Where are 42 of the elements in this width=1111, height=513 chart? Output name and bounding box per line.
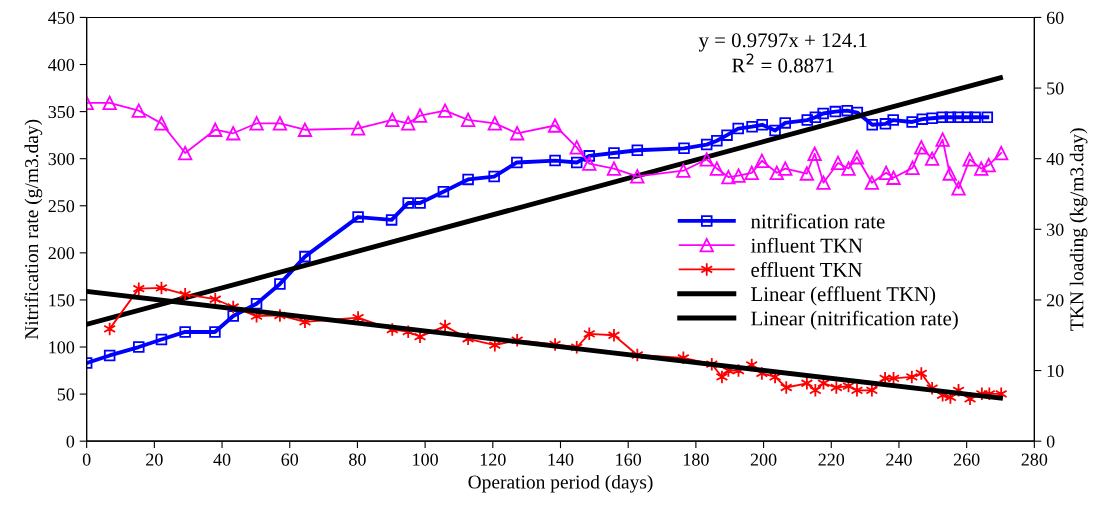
y2-tick-label: 20 xyxy=(1046,294,1064,307)
x-tick-label: 120 xyxy=(480,453,506,466)
y-tick-label: 350 xyxy=(48,105,75,119)
x-tick-label: 40 xyxy=(213,453,231,466)
x-tick-label: 140 xyxy=(548,453,574,466)
x-tick-label: 280 xyxy=(1021,453,1048,466)
legend-label: Linear (effluent TKN) xyxy=(751,286,936,306)
x-tick-label: 20 xyxy=(146,453,163,466)
y-tick-label: 50 xyxy=(57,388,75,401)
legend-label: Linear (nitrification rate) xyxy=(751,310,958,330)
x-tick-label: 200 xyxy=(750,453,777,466)
annotation: y = 0.9797x + 124.1 xyxy=(698,33,867,52)
y-tick-label: 150 xyxy=(49,294,75,307)
x-tick-label: 240 xyxy=(886,453,912,466)
legend-label: influent TKN xyxy=(750,237,863,253)
legend-label: effluent TKN xyxy=(751,262,863,277)
x-tick-label: 100 xyxy=(413,453,438,466)
y2-axis-title: TKN loading (kg/m3.day) xyxy=(1069,128,1088,331)
y-tick-label: 250 xyxy=(48,200,75,213)
annotation: R$^{2}$ = 0.8871 xyxy=(732,53,834,73)
y2-tick-label: 50 xyxy=(1047,82,1064,95)
y-tick-label: 300 xyxy=(48,152,75,166)
x-tick-label: 80 xyxy=(349,453,366,466)
y-tick-label: 200 xyxy=(48,247,75,260)
x-tick-label: 220 xyxy=(818,453,845,466)
x-tick-label: 180 xyxy=(683,453,709,466)
y2-tick-label: 0 xyxy=(1046,435,1055,448)
y-tick-label: 450 xyxy=(48,11,75,24)
y2-tick-label: 60 xyxy=(1046,11,1064,24)
y2-tick-label: 40 xyxy=(1046,152,1064,166)
y-axis-title: Nitrification rate (g/m3.day) xyxy=(24,119,43,340)
legend-label: nitrification rate xyxy=(750,213,885,229)
y-tick-label: 400 xyxy=(48,58,75,71)
x-axis-title: Operation period (days) xyxy=(468,474,653,493)
y-tick-label: 100 xyxy=(49,341,75,354)
x-tick-label: 60 xyxy=(281,453,299,466)
x-tick-label: 160 xyxy=(616,453,642,466)
x-tick-label: 0 xyxy=(82,453,91,466)
y2-tick-label: 30 xyxy=(1047,223,1064,236)
x-tick-label: 260 xyxy=(953,453,980,466)
y2-tick-label: 10 xyxy=(1047,364,1064,377)
y-tick-label: 0 xyxy=(66,435,75,448)
